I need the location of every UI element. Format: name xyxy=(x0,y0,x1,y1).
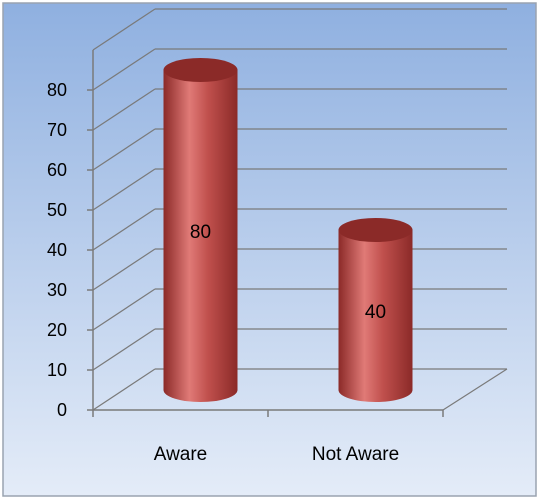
x-tick-label: Not Aware xyxy=(312,444,399,465)
y-tick-label: 40 xyxy=(47,240,67,260)
data-labels: 80 40 xyxy=(190,222,386,323)
bar-top xyxy=(338,218,413,242)
gridline-side xyxy=(92,168,156,211)
x-tick-label: Aware xyxy=(154,444,208,465)
bar-not-aware xyxy=(338,218,413,402)
floor-right-edge xyxy=(442,368,508,411)
gridline-side xyxy=(92,288,156,331)
y-tick-label: 20 xyxy=(47,320,67,340)
gridline-side xyxy=(92,248,156,291)
bars xyxy=(163,58,413,402)
gridline-side xyxy=(92,48,156,91)
bar-top xyxy=(163,58,238,82)
y-tick-label: 70 xyxy=(47,120,67,140)
gridline-side xyxy=(92,88,156,131)
data-label: 80 xyxy=(190,222,211,243)
y-tick-labels: 0 10 20 30 40 50 60 70 80 xyxy=(47,80,67,420)
gridline-side xyxy=(92,128,156,171)
bar-aware xyxy=(163,58,238,402)
bar-body xyxy=(338,230,413,402)
y-tick-label: 30 xyxy=(47,280,67,300)
y-tick-label: 0 xyxy=(57,400,67,420)
floor-left-edge xyxy=(92,368,156,411)
gridline-side xyxy=(92,208,156,251)
gridline-side xyxy=(92,328,156,371)
y-tick-label: 80 xyxy=(47,80,67,100)
x-tick-labels: Aware Not Aware xyxy=(154,444,399,465)
data-label: 40 xyxy=(365,302,386,323)
y-tick-label: 60 xyxy=(47,160,67,180)
bar-body xyxy=(163,70,238,402)
gridline-side xyxy=(92,8,156,51)
y-tick-label: 50 xyxy=(47,200,67,220)
y-tick-label: 10 xyxy=(47,360,67,380)
